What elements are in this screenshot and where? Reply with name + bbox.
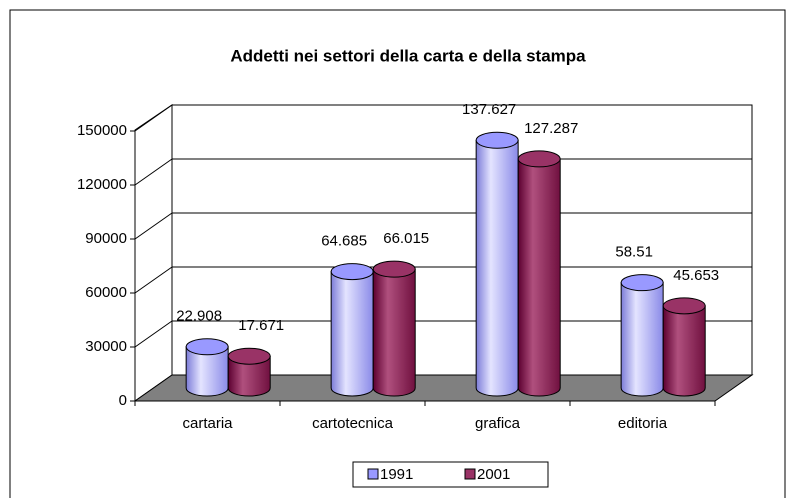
cylinder <box>372 268 416 397</box>
cylinder <box>620 282 664 397</box>
cylinder-top <box>517 150 561 168</box>
x-tick-label: cartotecnica <box>312 415 394 432</box>
grid-line <box>134 104 173 132</box>
y-tick-label: 120000 <box>77 176 127 193</box>
cylinder <box>662 305 706 397</box>
floor <box>133 374 754 402</box>
cylinder <box>330 271 374 397</box>
grid-line <box>134 212 173 240</box>
cylinder-top <box>330 263 374 281</box>
side-wall <box>134 104 173 402</box>
legend-swatch <box>367 468 379 480</box>
cylinder-top <box>475 131 519 149</box>
data-label: 127.287 <box>524 120 578 137</box>
x-tick-label: editoria <box>618 415 668 432</box>
data-label: 17.671 <box>238 317 284 334</box>
cylinder-top <box>662 297 706 315</box>
y-tick-label: 90000 <box>85 230 127 247</box>
cylinder <box>227 355 271 397</box>
y-tick-label: 60000 <box>85 284 127 301</box>
data-label: 58.51 <box>615 244 653 261</box>
x-tick-label: cartaria <box>182 415 233 432</box>
cylinder <box>475 139 519 397</box>
chart-title: Addetti nei settori della carta e della … <box>230 46 586 65</box>
y-tick-label: 150000 <box>77 122 127 139</box>
data-label: 137.627 <box>462 101 516 118</box>
cylinder-top <box>185 338 229 356</box>
legend <box>352 461 549 488</box>
data-label: 64.685 <box>321 233 367 250</box>
legend-swatch <box>464 468 476 480</box>
data-label: 45.653 <box>673 267 719 284</box>
legend-label: 2001 <box>477 466 510 483</box>
grid-line <box>134 320 173 348</box>
cylinder-top <box>227 347 271 365</box>
cylinder-top <box>372 260 416 278</box>
y-tick-label: 30000 <box>85 338 127 355</box>
cylinder <box>517 158 561 397</box>
data-label: 66.015 <box>383 230 429 247</box>
y-tick-label: 0 <box>119 392 127 409</box>
data-label: 22.908 <box>176 308 222 325</box>
grid-line <box>134 266 173 294</box>
legend-label: 1991 <box>380 466 413 483</box>
grid-line <box>134 158 173 186</box>
x-tick-label: grafica <box>475 415 521 432</box>
cylinder-top <box>620 274 664 292</box>
